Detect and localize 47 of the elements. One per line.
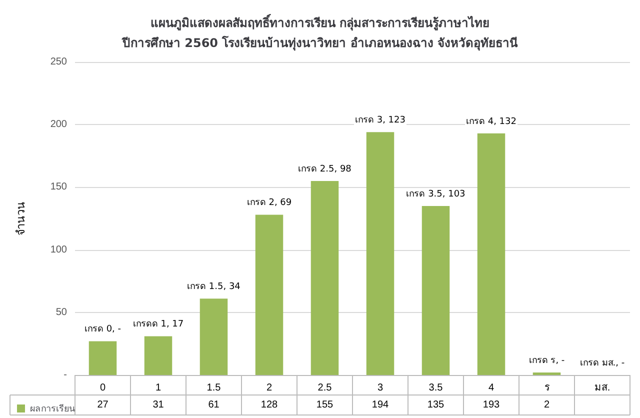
y-tick-label: - [64,370,67,380]
data-label: 194 [372,400,390,410]
y-tick-label: 100 [50,244,68,256]
y-tick-label: 250 [50,56,68,68]
data-label: 128 [260,400,278,410]
data-label: 135 [427,400,445,410]
annotation: เกรดด 1, 17 [132,320,184,330]
y-tick-label: 200 [50,119,68,130]
data-label: 2 [544,400,550,410]
chart-title: แผนภูมิแสดงผลสัมฤทธิ์ทางการเรียน กลุ่มสาระการเรียนรู้ภาษาไทย ปีการศึกษา 2560 โรงเรียนบ้านทุ่งนาวิทยา อำเภอหนองฉาง จังหวัดอุทัยธานี [121,14,519,51]
y-tick-label: 50 [56,306,68,318]
x-tick-label: 1 [155,382,162,394]
annotation: เกรด มส., - [580,358,625,368]
data-label: 31 [152,400,164,410]
x-tick-label: มส. [594,382,610,394]
data-label: 61 [208,400,220,410]
y-tick-label: 150 [50,182,68,193]
annotation: เกรด 3.5, 103 [406,189,466,200]
bar [532,372,561,375]
x-tick-label: 3.5 [428,382,444,394]
x-tick-label: 1.5 [206,382,222,394]
annotation: เกรด 4, 132 [466,116,516,127]
bar [366,132,394,375]
bar [310,180,339,375]
y-axis-title: จำนวน [16,202,28,236]
bar [477,133,506,375]
data-label: 193 [482,400,500,410]
data-label: 27 [97,400,109,410]
annotation: เกรด 2, 69 [246,198,292,208]
annotation: เกรด 2.5, 98 [298,164,352,174]
x-tick-label: 2 [266,382,272,394]
data-label: 155 [316,400,334,410]
annotation: เกรด 1.5, 34 [187,282,241,292]
legend-label: ผลการเรียน [30,404,75,414]
bar [200,298,228,375]
x-tick-label: 0 [100,382,106,394]
annotation: เกรด 3, 123 [355,116,406,126]
x-tick-label: 2.5 [318,382,332,394]
bar [144,336,172,375]
bar [255,214,284,375]
bar [422,206,450,375]
annotation: เกรด ร, - [528,356,565,366]
x-tick-label: 4 [488,382,494,394]
annotation: เกรด 0, - [84,324,122,335]
x-tick-label: 3 [377,382,384,394]
bar [88,341,117,375]
x-tick-label: ร [544,382,550,394]
